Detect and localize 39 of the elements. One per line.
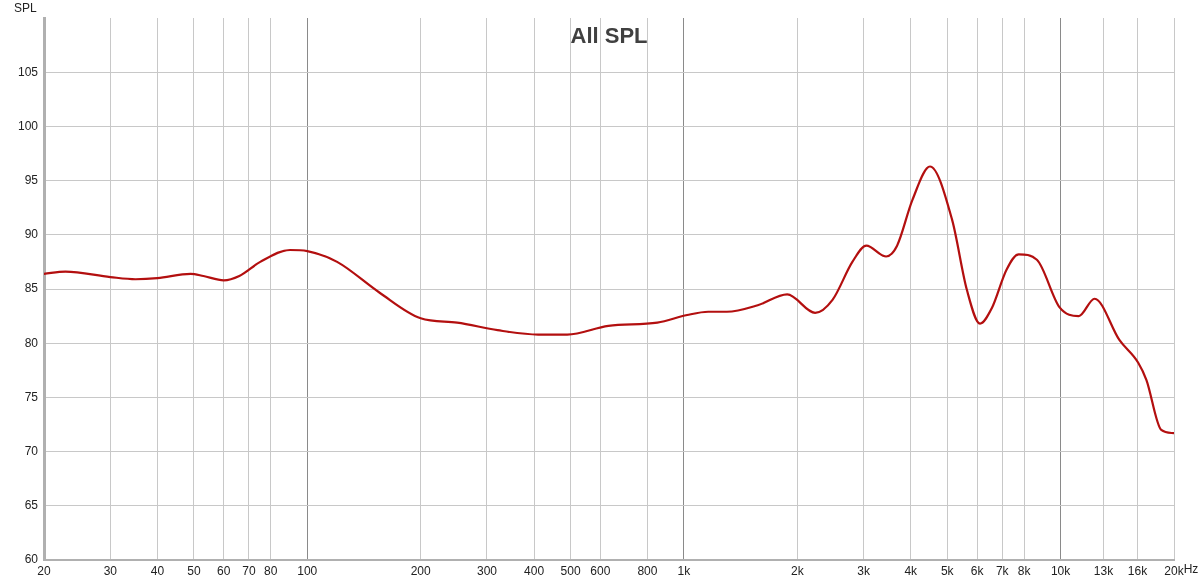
y-tick-label: 105	[17, 64, 39, 79]
x-tick-label: 2k	[790, 563, 805, 578]
x-tick-label: 6k	[970, 563, 985, 578]
y-tick-label: 75	[24, 389, 39, 404]
y-tick-label: 100	[17, 118, 39, 133]
x-tick-label: 70	[242, 563, 256, 578]
x-tick-label: 500	[560, 563, 581, 578]
y-tick-label: 95	[24, 172, 39, 187]
y-tick-label: 60	[24, 552, 39, 567]
x-tick-label: 7k	[995, 563, 1010, 578]
x-tick-label: 50	[187, 563, 201, 578]
x-tick-label: 60	[217, 563, 231, 578]
x-tick-label: 800	[637, 563, 658, 578]
x-tick-label: 8k	[1017, 563, 1032, 578]
x-tick-label: 100	[297, 563, 318, 578]
x-axis-title: Hz	[1183, 562, 1199, 577]
y-tick-label: 85	[24, 281, 39, 296]
x-tick-label: 10k	[1050, 563, 1072, 578]
x-tick-label: 30	[103, 563, 118, 578]
x-tick-label: 40	[150, 563, 165, 578]
x-tick-label: 13k	[1093, 563, 1115, 578]
x-tick-label: 400	[524, 563, 545, 578]
chart-title: All SPL	[570, 23, 648, 49]
x-tick-label: 4k	[904, 563, 919, 578]
x-tick-label: 20k	[1164, 563, 1185, 578]
y-tick-label: 80	[24, 335, 39, 350]
y-tick-label: 70	[24, 443, 39, 458]
x-tick-label: 20	[37, 563, 51, 578]
x-tick-label: 80	[264, 563, 278, 578]
x-tick-label: 3k	[857, 563, 871, 578]
x-tick-label: 200	[410, 563, 431, 578]
x-tick-label: 5k	[940, 563, 955, 578]
x-tick-label: 16k	[1127, 563, 1149, 578]
x-tick-label: 300	[476, 563, 498, 578]
x-tick-label: 600	[590, 563, 611, 578]
y-tick-label: 65	[24, 498, 39, 513]
y-axis-title: SPL	[14, 1, 38, 16]
y-tick-label: 90	[24, 227, 39, 242]
x-tick-label: 1k	[677, 563, 692, 578]
